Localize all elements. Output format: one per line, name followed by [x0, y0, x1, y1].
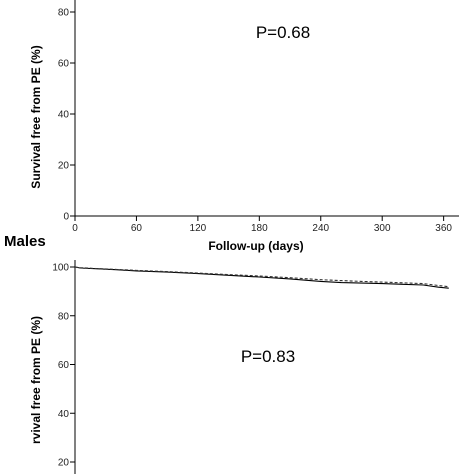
top-x-tick-label: 360 [435, 223, 452, 234]
top-x-tick-label: 240 [312, 223, 329, 234]
top-p-value-annotation: P=0.68 [256, 23, 310, 42]
bottom-y-tick-label: 60 [58, 360, 70, 371]
top-x-axis-label: Follow-up (days) [208, 239, 303, 253]
top-x-tick-label: 120 [190, 223, 207, 234]
panel-bottom-chart: 20 40 60 80 100 [52, 260, 449, 474]
top-y-tick-label: 80 [58, 8, 70, 19]
top-x-tick-label: 60 [131, 223, 143, 234]
bottom-y-axis-label: rvival free from PE (%) [29, 316, 43, 444]
top-x-tick-label: 300 [374, 223, 391, 234]
bottom-y-tick-label: 40 [58, 409, 70, 420]
survival-curve-dashed [74, 266, 449, 288]
bottom-y-tick-label: 80 [58, 311, 70, 322]
top-y-tick-label: 0 [63, 212, 69, 223]
top-y-tick-label: 40 [58, 110, 70, 121]
bottom-p-value-annotation: P=0.83 [241, 347, 295, 366]
bottom-y-tick-label: 20 [58, 458, 70, 469]
bottom-y-tick-label: 100 [52, 263, 69, 274]
top-x-tick-label: 0 [72, 223, 78, 234]
panel-top-chart: 0 20 40 60 80 0 60 120 180 240 300 360 [58, 0, 459, 234]
top-y-tick-label: 60 [58, 59, 70, 70]
top-y-axis-label: Survival free from PE (%) [29, 45, 43, 188]
top-y-tick-label: 20 [58, 161, 70, 172]
males-section-title: Males [4, 233, 46, 250]
top-x-tick-label: 180 [251, 223, 268, 234]
